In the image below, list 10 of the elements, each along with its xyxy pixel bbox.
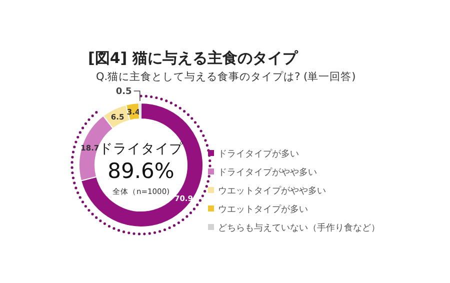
chart-subtitle: Q.猫に主食として与える食事のタイプは? (単一回答)	[96, 70, 356, 83]
chart-title: [図4] 猫に与える主食のタイプ	[88, 49, 298, 67]
legend-label: ウエットタイプが多い	[218, 204, 308, 215]
legend-label: ウエットタイプがやや多い	[218, 186, 326, 196]
legend-label: どちらも与えていない（手作り食など）	[218, 222, 380, 234]
legend-label: ドライタイプがやや多い	[218, 167, 317, 178]
text: 89.6%	[108, 159, 174, 183]
data-label: 0.5	[116, 87, 132, 98]
legend-label: ドライタイプが多い	[218, 148, 299, 160]
text: ドライタイプ	[99, 141, 184, 157]
